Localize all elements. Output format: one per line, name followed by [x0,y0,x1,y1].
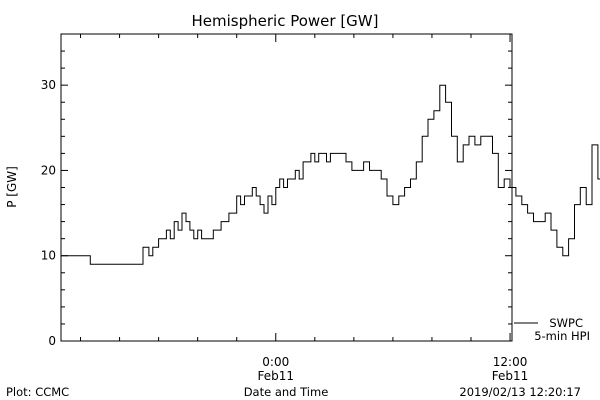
x-axis: 0:00Feb1112:00Feb110:00Feb1212:00Feb120:… [80,34,529,383]
y-tick-label: 0 [48,334,56,348]
legend-label-swpc: SWPC [549,316,583,330]
y-tick-label: 10 [41,249,56,263]
series-line-0 [61,84,600,265]
chart-title: Hemispheric Power [GW] [192,12,379,30]
legend: SWPC 5-min HPI [514,316,590,343]
x-tick-label-time: 12:00 [493,355,528,369]
footer-timestamp: 2019/02/13 12:20:17 [459,385,581,399]
y-axis: 0 10 20 30 [41,33,512,348]
series-layer [61,84,600,265]
x-tick-label-date: Feb11 [492,369,529,383]
y-axis-label: P [GW] [5,166,19,208]
x-tick-label-time: 0:00 [262,355,289,369]
x-axis-label: Date and Time [244,385,329,399]
legend-label-hpi: 5-min HPI [534,329,590,343]
x-tick-label-date: Feb11 [258,369,295,383]
y-tick-label: 30 [41,78,56,92]
footer-plot-source: Plot: CCMC [6,385,69,399]
y-tick-label: 20 [41,163,56,177]
